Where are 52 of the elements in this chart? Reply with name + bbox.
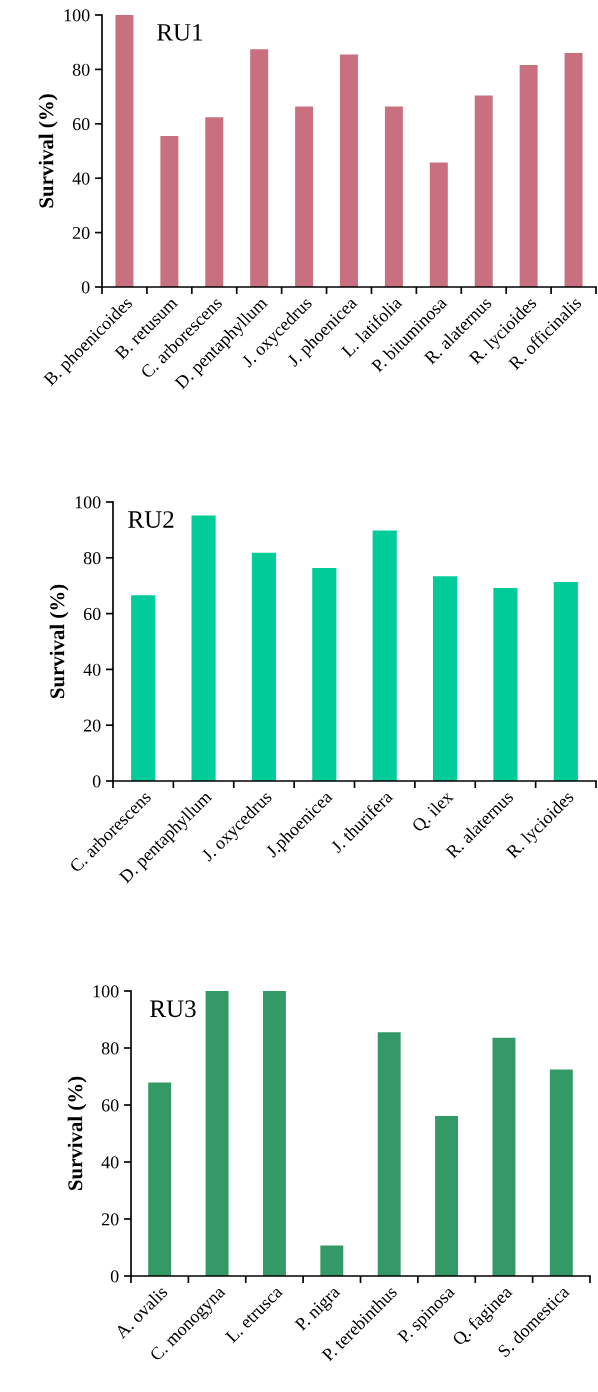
bar [191, 515, 216, 781]
y-tick-label: 20 [72, 226, 90, 240]
bar [160, 136, 179, 287]
bar [372, 530, 397, 781]
y-tick-label: 80 [101, 1042, 119, 1055]
chart-title: RU3 [150, 1000, 196, 1018]
bar [148, 1082, 172, 1276]
bar [432, 576, 458, 781]
y-tick-label: 100 [93, 985, 119, 998]
bar [115, 15, 134, 287]
chart-title: RU1 [157, 24, 203, 41]
bar [377, 1032, 401, 1276]
bar [519, 65, 538, 287]
x-tick-label: Q. ilex [410, 789, 456, 835]
y-tick-label: 0 [81, 281, 90, 294]
bar [435, 1116, 459, 1276]
bar [492, 1037, 516, 1276]
bar [474, 95, 493, 287]
y-axis-title: Survival (%) [67, 1076, 87, 1190]
bar [549, 1069, 573, 1276]
y-tick-label: 100 [64, 9, 90, 22]
y-tick-label: 0 [92, 775, 101, 788]
y-tick-label: 60 [72, 118, 90, 131]
y-tick-label: 20 [101, 1213, 119, 1226]
bar [340, 54, 358, 287]
bar [131, 595, 156, 781]
chart-title: RU2 [128, 511, 174, 528]
bar [320, 1245, 344, 1276]
y-tick-label: 40 [83, 663, 101, 676]
y-tick-label: 100 [75, 496, 101, 509]
y-tick-label: 20 [83, 719, 101, 732]
y-tick-label: 60 [101, 1099, 119, 1112]
bar [295, 106, 314, 287]
bar [312, 568, 337, 781]
bar [251, 552, 277, 781]
bar [250, 49, 269, 287]
bar [384, 106, 403, 287]
bar [564, 53, 583, 287]
bar [429, 162, 448, 287]
y-tick-label: 80 [83, 552, 101, 565]
y-tick-label: 0 [110, 1270, 119, 1283]
y-tick-label: 80 [72, 63, 90, 76]
y-axis-title: Survival (%) [49, 584, 69, 698]
bar [493, 587, 518, 781]
bar [262, 991, 286, 1276]
bar [205, 991, 229, 1276]
bar [205, 117, 224, 287]
y-tick-label: 40 [72, 172, 90, 185]
y-tick-label: 40 [101, 1156, 119, 1169]
y-tick-label: 60 [83, 607, 101, 621]
y-axis-title: Survival (%) [38, 94, 58, 208]
bar [553, 582, 578, 781]
